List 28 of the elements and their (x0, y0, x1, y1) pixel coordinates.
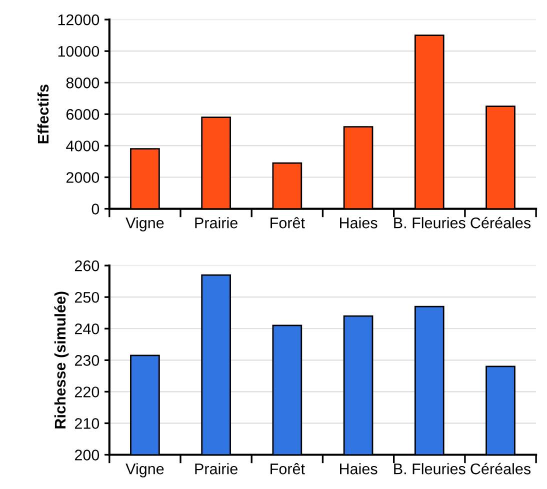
y-tick-label: 6000 (66, 109, 100, 120)
x-tick-label: Prairie (195, 463, 238, 474)
y-tick-label: 240 (74, 323, 100, 334)
x-tick-label: B. Fleuries (394, 463, 466, 474)
x-tick-label: Haies (340, 217, 378, 228)
y-tick-label: 12000 (58, 14, 100, 26)
y-tick-label: 0 (92, 204, 100, 214)
x-tick-label: Forêt (270, 217, 305, 228)
x-tick-label: Céréales (470, 462, 531, 474)
x-tick-label: Forêt (270, 463, 305, 474)
y-tick-label: 210 (74, 418, 100, 429)
y-tick-label: 250 (74, 292, 100, 303)
y-tick-label: 260 (74, 260, 100, 272)
y-axis-title: Richesse (simulée) (54, 292, 69, 428)
y-tick-label: 220 (74, 386, 100, 398)
x-tick-label: B. Fleuries (394, 217, 466, 228)
x-tick-label: Vigne (126, 217, 164, 232)
x-tick-label: Vigne (126, 463, 164, 478)
y-tick-label: 4000 (66, 140, 100, 152)
y-tick-label: 10000 (58, 46, 100, 57)
y-tick-label: 230 (74, 355, 100, 366)
x-tick-label: Haies (340, 463, 378, 474)
x-tick-label: Prairie (195, 217, 238, 228)
y-axis-title: Effectifs (37, 84, 49, 144)
x-tick-label: Céréales (470, 216, 531, 228)
y-tick-label: 8000 (66, 78, 100, 88)
y-tick-label: 2000 (66, 172, 100, 183)
y-tick-label: 200 (74, 450, 100, 460)
